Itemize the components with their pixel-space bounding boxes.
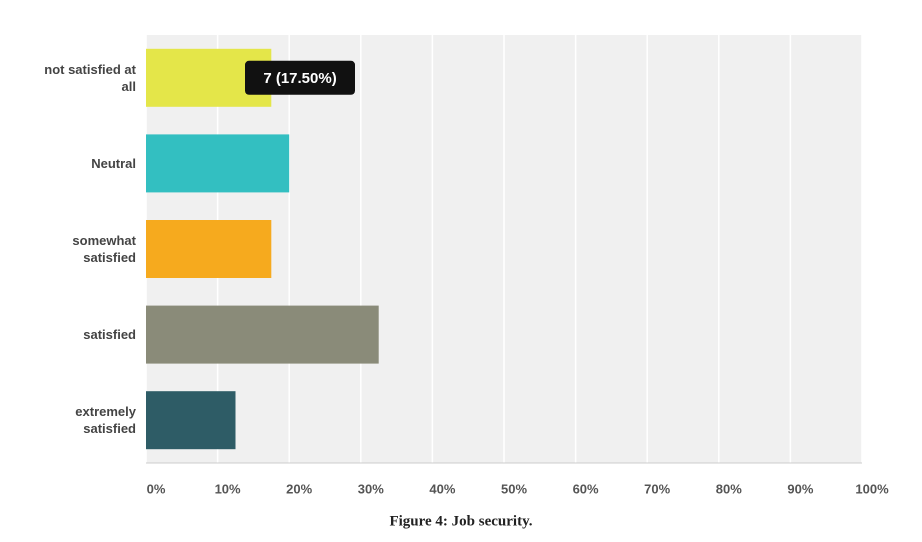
x-tick-label: 60% — [573, 481, 599, 496]
y-tick-label-box: satisfied — [83, 327, 136, 343]
tooltip-label: 7 (17.50%) — [263, 70, 336, 87]
x-tick-label: 20% — [286, 481, 312, 496]
x-tick-label: 0% — [147, 481, 166, 496]
y-tick-label: satisfied — [83, 327, 136, 343]
y-tick-label-box: Neutral — [91, 155, 136, 171]
y-tick-label: extremely satisfied — [75, 404, 136, 437]
y-tick-label-box: not satisfied at all — [44, 61, 136, 94]
x-tick-label: 40% — [429, 481, 455, 496]
x-tick-label: 100% — [855, 481, 889, 496]
x-tick-label: 90% — [787, 481, 813, 496]
bar — [146, 305, 379, 364]
y-tick-label: Neutral — [91, 155, 136, 171]
caption: Figure 4: Job security. — [389, 513, 532, 529]
x-tick-label: 80% — [716, 481, 742, 496]
tooltip: 7 (17.50%) — [245, 60, 355, 95]
y-tick-label: not satisfied at all — [44, 61, 136, 94]
y-tick-label: somewhat satisfied — [72, 233, 136, 265]
y-tick-label-box: extremely satisfied — [75, 404, 136, 437]
x-tick-label: 10% — [215, 481, 241, 496]
bar — [146, 220, 272, 278]
x-tick-label: 30% — [358, 481, 384, 496]
x-tick-label: 50% — [501, 481, 527, 496]
tooltip-box — [245, 60, 355, 95]
x-tick-label: 70% — [644, 481, 670, 496]
bar — [146, 391, 236, 450]
y-tick-label-box: somewhat satisfied — [72, 233, 136, 265]
bar — [146, 134, 290, 193]
